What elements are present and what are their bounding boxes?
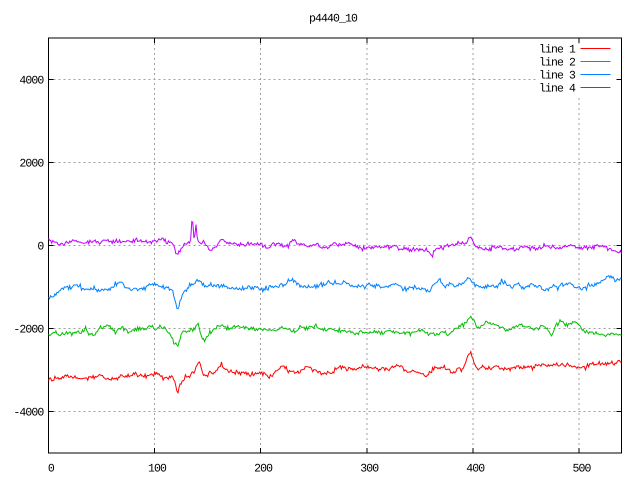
svg-text:line 2: line 2 [539,57,576,70]
svg-text:100: 100 [148,462,167,475]
svg-text:400: 400 [466,462,485,475]
svg-text:4000: 4000 [19,75,44,88]
svg-text:0: 0 [48,462,55,475]
svg-text:line 3: line 3 [539,70,576,83]
svg-text:500: 500 [572,462,591,475]
svg-text:2000: 2000 [19,158,44,171]
svg-text:-4000: -4000 [13,407,44,420]
svg-text:p4440_10: p4440_10 [309,13,358,26]
svg-text:0: 0 [37,241,44,254]
svg-text:200: 200 [254,462,273,475]
svg-text:300: 300 [360,462,379,475]
svg-text:-2000: -2000 [13,324,44,337]
svg-text:line 4: line 4 [539,83,576,96]
svg-text:line 1: line 1 [539,44,576,57]
